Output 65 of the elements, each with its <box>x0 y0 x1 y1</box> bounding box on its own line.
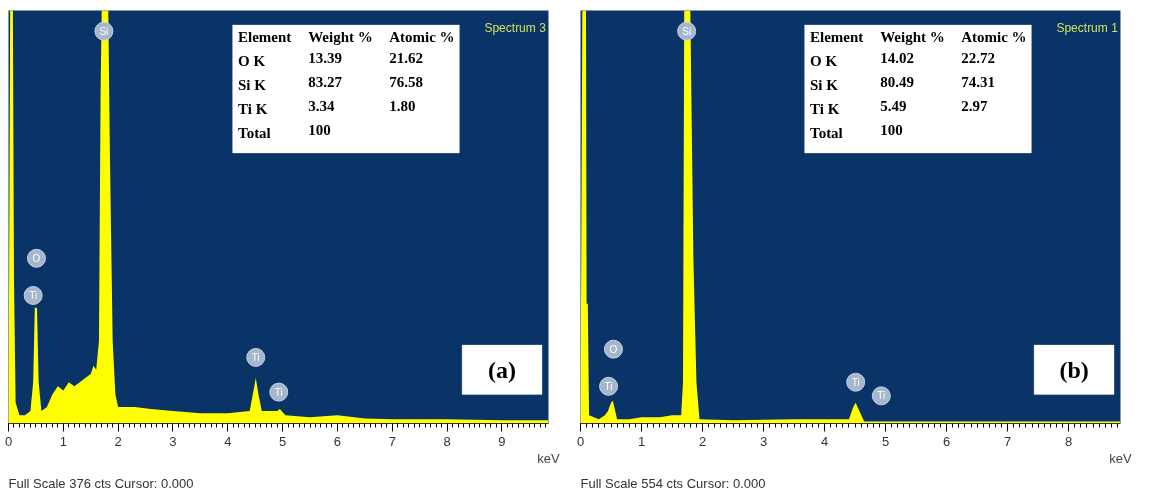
annotation: Ti <box>251 351 260 363</box>
annotation: Element <box>238 29 292 46</box>
annotation: Ti <box>274 386 283 398</box>
text: Full Scale 376 cts Cursor: 0.000 <box>8 475 194 491</box>
x-tick-label: 1 <box>59 433 67 449</box>
annotation: 3.34 <box>308 97 335 114</box>
annotation: Weight % <box>880 29 945 46</box>
annotation: 14.02 <box>880 50 914 67</box>
annotation: Atomic % <box>961 29 1027 46</box>
x-tick-label: 5 <box>881 433 890 449</box>
annotation: 13.39 <box>308 50 342 67</box>
annotation: 80.49 <box>880 73 914 90</box>
x-tick-label: 4 <box>820 433 829 449</box>
annotation: 5.49 <box>880 97 907 114</box>
x-tick-label: 6 <box>942 433 951 449</box>
annotation: Spectrum 3 <box>484 20 547 35</box>
x-tick-label: 2 <box>114 433 122 449</box>
x-tick-label: 3 <box>169 433 177 449</box>
x-tick-label: 7 <box>1004 433 1012 449</box>
annotation: Ti <box>604 380 613 392</box>
annotation: 83.27 <box>308 73 343 90</box>
annotation: Total <box>238 124 271 141</box>
x-tick-label: 1 <box>637 433 646 449</box>
annotation: Spectrum 1 <box>1056 20 1119 35</box>
x-tick-label: 6 <box>333 433 342 449</box>
annotation: 21.62 <box>389 50 423 67</box>
annotation: Total <box>810 124 843 141</box>
x-tick-label: 8 <box>1065 433 1073 449</box>
annotation: (a) <box>488 356 517 383</box>
annotation: Ti <box>877 390 886 402</box>
x-tick-label: 0 <box>4 433 13 449</box>
annotation: Ti <box>29 289 38 301</box>
annotation: 22.72 <box>961 50 995 67</box>
x-tick-label: 4 <box>224 433 232 449</box>
x-axis-title: keV <box>1109 450 1133 466</box>
annotation: Atomic % <box>389 29 455 46</box>
x-tick-label: 0 <box>576 433 585 449</box>
annotation: Ti <box>851 376 860 388</box>
annotation: 74.31 <box>961 73 995 90</box>
annotation: 1.80 <box>389 97 416 114</box>
x-tick-label: 2 <box>698 433 707 449</box>
text: Full Scale 554 cts Cursor: 0.000 <box>580 475 766 491</box>
x-tick-label: 5 <box>279 433 287 449</box>
annotation: Element <box>810 29 864 46</box>
annotation: Ti K <box>238 100 268 117</box>
annotation: Si K <box>810 76 839 93</box>
annotation: Ti K <box>810 100 840 117</box>
annotation: Si <box>682 25 692 37</box>
annotation: 100 <box>308 121 331 138</box>
annotation: 2.97 <box>961 97 988 114</box>
annotation: O K <box>810 53 838 70</box>
annotation: O <box>609 343 618 355</box>
annotation: Weight % <box>308 29 373 46</box>
annotation: (b) <box>1059 356 1089 383</box>
x-tick-label: 7 <box>388 433 396 449</box>
annotation: O <box>32 252 41 264</box>
annotation: O K <box>238 53 266 70</box>
annotation: 100 <box>880 121 903 138</box>
annotation: 76.58 <box>389 73 423 90</box>
x-tick-label: 8 <box>443 433 451 449</box>
annotation: Si K <box>238 76 267 93</box>
x-tick-label: 9 <box>498 433 506 449</box>
x-tick-label: 3 <box>759 433 768 449</box>
annotation: Si <box>99 25 109 37</box>
x-axis-title: keV <box>537 450 561 466</box>
